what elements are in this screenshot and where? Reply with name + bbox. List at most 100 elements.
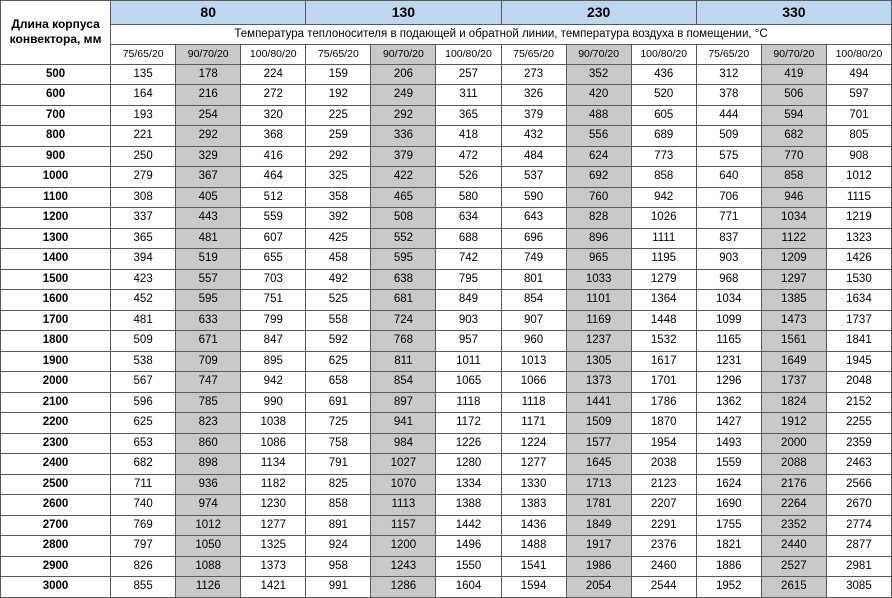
data-cell: 1550	[436, 556, 501, 577]
data-cell: 1171	[501, 413, 566, 434]
data-cell: 1226	[436, 433, 501, 454]
data-cell: 1634	[826, 290, 891, 311]
data-cell: 2440	[761, 536, 826, 557]
data-cell: 1604	[436, 577, 501, 598]
data-cell: 826	[111, 556, 176, 577]
data-cell: 1954	[631, 433, 696, 454]
data-cell: 607	[241, 228, 306, 249]
data-cell: 308	[111, 187, 176, 208]
sub-header: 100/80/20	[436, 45, 501, 64]
data-cell: 484	[501, 146, 566, 167]
data-cell: 1917	[566, 536, 631, 557]
row-label: 900	[1, 146, 111, 167]
data-cell: 326	[501, 85, 566, 106]
data-cell: 336	[371, 126, 436, 147]
row-label: 2800	[1, 536, 111, 557]
data-cell: 506	[761, 85, 826, 106]
data-cell: 860	[176, 433, 241, 454]
data-cell: 858	[761, 167, 826, 188]
data-cell: 575	[696, 146, 761, 167]
data-cell: 526	[436, 167, 501, 188]
data-cell: 924	[306, 536, 371, 557]
data-cell: 1541	[501, 556, 566, 577]
data-cell: 625	[306, 351, 371, 372]
data-cell: 1230	[241, 495, 306, 516]
data-cell: 472	[436, 146, 501, 167]
data-cell: 1385	[761, 290, 826, 311]
data-cell: 1448	[631, 310, 696, 331]
data-cell: 858	[631, 167, 696, 188]
data-cell: 1122	[761, 228, 826, 249]
data-cell: 1027	[371, 454, 436, 475]
data-cell: 2877	[826, 536, 891, 557]
data-cell: 465	[371, 187, 436, 208]
data-cell: 1277	[501, 454, 566, 475]
data-cell: 1012	[176, 515, 241, 536]
data-cell: 1488	[501, 536, 566, 557]
group-header: 130	[306, 1, 501, 25]
data-cell: 249	[371, 85, 436, 106]
data-cell: 681	[371, 290, 436, 311]
data-cell: 688	[436, 228, 501, 249]
row-label: 2400	[1, 454, 111, 475]
data-cell: 760	[566, 187, 631, 208]
data-cell: 742	[436, 249, 501, 270]
data-cell: 164	[111, 85, 176, 106]
data-cell: 1849	[566, 515, 631, 536]
data-cell: 1182	[241, 474, 306, 495]
data-cell: 2352	[761, 515, 826, 536]
row-label: 2600	[1, 495, 111, 516]
data-cell: 849	[436, 290, 501, 311]
row-label: 2100	[1, 392, 111, 413]
data-cell: 2054	[566, 577, 631, 598]
data-cell: 273	[501, 64, 566, 85]
data-cell: 2291	[631, 515, 696, 536]
data-cell: 797	[111, 536, 176, 557]
data-cell: 1034	[761, 208, 826, 229]
data-cell: 2048	[826, 372, 891, 393]
data-cell: 590	[501, 187, 566, 208]
data-cell: 365	[111, 228, 176, 249]
data-cell: 2460	[631, 556, 696, 577]
data-cell: 225	[306, 105, 371, 126]
data-cell: 525	[306, 290, 371, 311]
sub-header: 100/80/20	[241, 45, 306, 64]
data-cell: 895	[241, 351, 306, 372]
sub-header: 90/70/20	[761, 45, 826, 64]
data-cell: 605	[631, 105, 696, 126]
data-cell: 537	[501, 167, 566, 188]
data-cell: 1237	[566, 331, 631, 352]
data-cell: 1755	[696, 515, 761, 536]
data-cell: 1086	[241, 433, 306, 454]
row-label: 1700	[1, 310, 111, 331]
data-cell: 509	[111, 331, 176, 352]
data-cell: 378	[696, 85, 761, 106]
data-cell: 709	[176, 351, 241, 372]
row-label: 2200	[1, 413, 111, 434]
sub-header: 90/70/20	[566, 45, 631, 64]
data-cell: 443	[176, 208, 241, 229]
row-label: 2500	[1, 474, 111, 495]
data-cell: 1594	[501, 577, 566, 598]
data-cell: 903	[696, 249, 761, 270]
data-cell: 481	[176, 228, 241, 249]
data-cell: 625	[111, 413, 176, 434]
data-cell: 825	[306, 474, 371, 495]
sub-header: 100/80/20	[631, 45, 696, 64]
data-cell: 567	[111, 372, 176, 393]
data-cell: 858	[306, 495, 371, 516]
data-cell: 960	[501, 331, 566, 352]
sub-header: 75/65/20	[501, 45, 566, 64]
data-cell: 2255	[826, 413, 891, 434]
data-cell: 1279	[631, 269, 696, 290]
data-cell: 216	[176, 85, 241, 106]
data-cell: 432	[501, 126, 566, 147]
data-cell: 1441	[566, 392, 631, 413]
data-cell: 580	[436, 187, 501, 208]
data-cell: 2207	[631, 495, 696, 516]
data-cell: 595	[371, 249, 436, 270]
data-cell: 805	[826, 126, 891, 147]
data-cell: 1824	[761, 392, 826, 413]
data-cell: 292	[176, 126, 241, 147]
data-cell: 624	[566, 146, 631, 167]
